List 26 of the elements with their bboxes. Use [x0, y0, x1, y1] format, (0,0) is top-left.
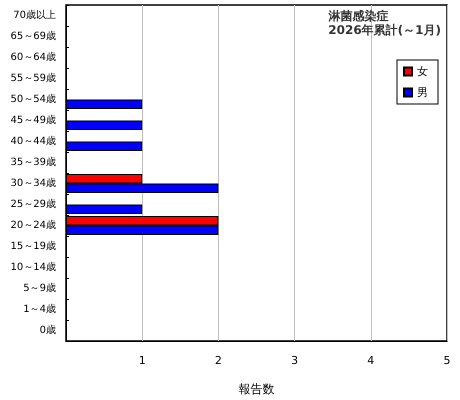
y-tick-label: 0歳 [40, 324, 56, 336]
y-tick-label: 20～24歳 [10, 219, 56, 231]
y-tick-label: 1～4歳 [23, 303, 56, 315]
y-tick-label: 70歳以上 [13, 9, 56, 21]
y-tick-label: 5～9歳 [23, 282, 56, 294]
y-tick-label: 15～19歳 [10, 240, 56, 252]
y-tick-label: 35～39歳 [10, 156, 56, 168]
legend-label: 女 [417, 65, 428, 78]
text: 2026年累計(～1月) [328, 23, 441, 37]
y-tick-label: 40～44歳 [10, 135, 56, 147]
y-tick-label: 60～64歳 [10, 51, 56, 63]
y-tick-label: 55～59歳 [10, 72, 56, 84]
y-tick-label: 25～29歳 [10, 198, 56, 210]
y-tick-label: 10～14歳 [10, 261, 56, 273]
x-tick-label: 4 [367, 354, 374, 367]
y-tick-label: 65～69歳 [10, 30, 56, 42]
y-tick-label: 30～34歳 [10, 177, 56, 189]
x-tick-label: 1 [138, 354, 146, 367]
y-tick-label: 50～54歳 [10, 93, 56, 105]
y-tick-label: 45～49歳 [10, 114, 56, 126]
x-tick-label: 3 [291, 354, 298, 367]
x-axis-title: 報告数 [238, 382, 274, 396]
x-tick-label: 5 [444, 354, 450, 367]
chart-title: 淋菌感染症 [327, 9, 388, 23]
x-tick-label: 2 [214, 354, 222, 367]
legend-label: 男 [417, 86, 428, 99]
